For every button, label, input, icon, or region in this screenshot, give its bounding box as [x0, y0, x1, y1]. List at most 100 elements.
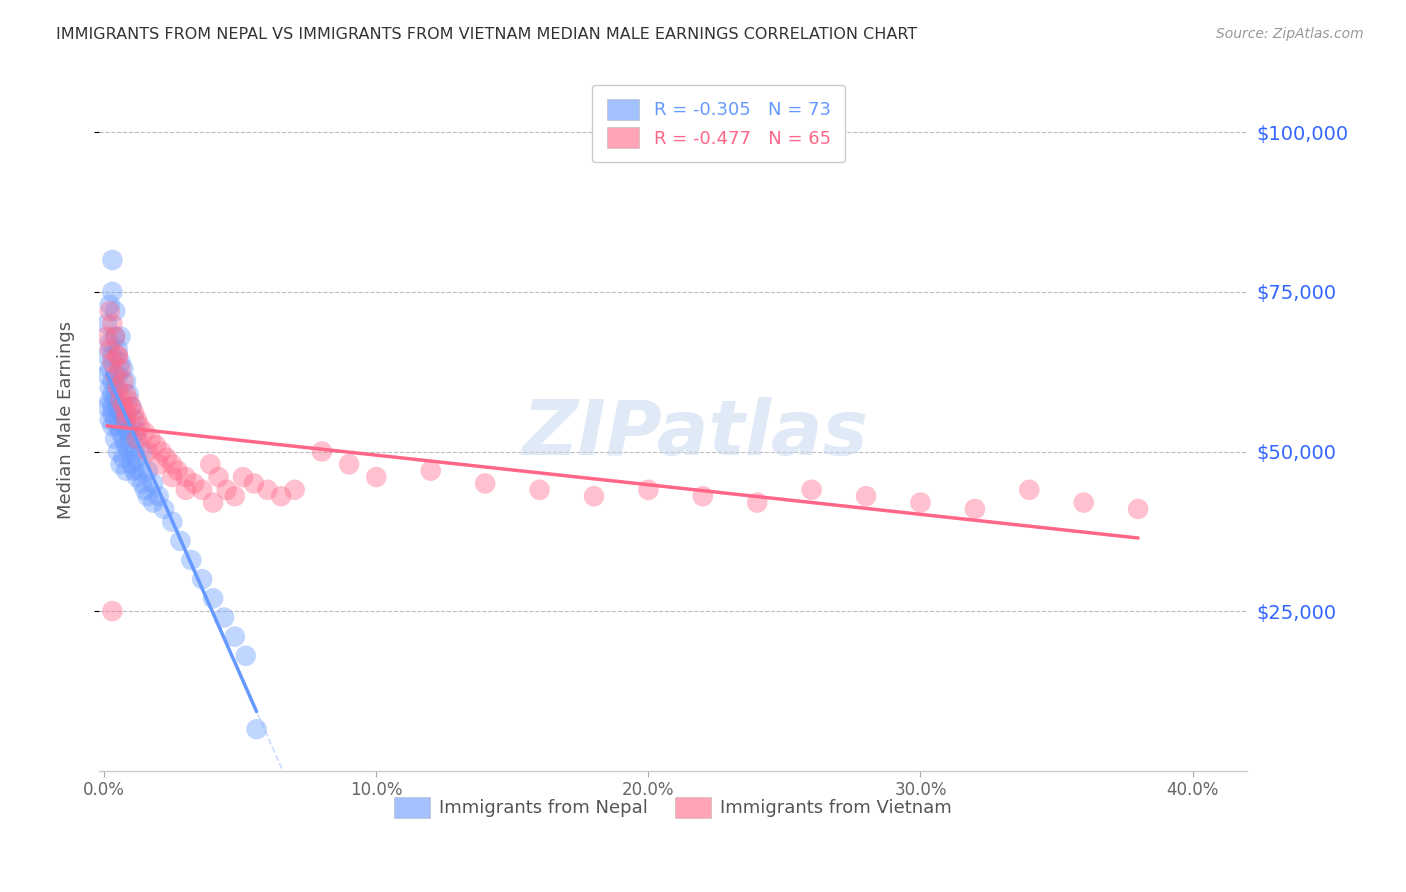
Point: [162, 515, 184, 529]
Legend: Immigrants from Nepal, Immigrants from Vietnam: Immigrants from Nepal, Immigrants from V…: [387, 789, 959, 825]
Point: [104, 412, 127, 426]
Point: [148, 489, 170, 503]
Point: [270, 489, 292, 503]
Point: [366, 470, 388, 484]
Text: IMMIGRANTS FROM NEPAL VS IMMIGRANTS FROM VIETNAM MEDIAN MALE EARNINGS CORRELATIO: IMMIGRANTS FROM NEPAL VS IMMIGRANTS FROM…: [56, 27, 918, 42]
Point: [174, 470, 197, 484]
Point: [529, 483, 551, 497]
Point: [131, 476, 153, 491]
Point: [256, 483, 278, 497]
Point: [200, 458, 222, 472]
Point: [112, 450, 135, 465]
Point: [134, 425, 156, 440]
Point: [125, 432, 148, 446]
Point: [104, 432, 127, 446]
Point: [104, 393, 127, 408]
Point: [107, 349, 129, 363]
Point: [180, 553, 202, 567]
Point: [101, 374, 124, 388]
Point: [169, 533, 191, 548]
Point: [1018, 483, 1040, 497]
Point: [96, 329, 118, 343]
Point: [150, 444, 173, 458]
Point: [104, 304, 127, 318]
Point: [148, 458, 170, 472]
Point: [311, 444, 333, 458]
Point: [112, 400, 135, 414]
Point: [96, 317, 118, 331]
Point: [118, 393, 141, 408]
Point: [125, 450, 148, 465]
Point: [120, 400, 142, 414]
Point: [202, 591, 225, 606]
Point: [98, 361, 121, 376]
Point: [131, 444, 153, 458]
Point: [128, 464, 150, 478]
Point: [101, 355, 124, 369]
Point: [122, 412, 145, 426]
Point: [110, 329, 132, 343]
Point: [215, 483, 238, 497]
Point: [202, 495, 225, 509]
Point: [855, 489, 877, 503]
Point: [142, 476, 165, 491]
Point: [235, 648, 257, 663]
Point: [747, 495, 769, 509]
Point: [1073, 495, 1095, 509]
Point: [104, 329, 127, 343]
Point: [232, 470, 254, 484]
Point: [107, 381, 129, 395]
Point: [115, 412, 138, 426]
Point: [142, 495, 165, 509]
Point: [637, 483, 659, 497]
Point: [101, 317, 124, 331]
Point: [112, 432, 135, 446]
Point: [98, 343, 121, 357]
Point: [122, 406, 145, 420]
Point: [136, 489, 159, 503]
Point: [125, 470, 148, 484]
Point: [191, 572, 214, 586]
Point: [104, 329, 127, 343]
Point: [118, 444, 141, 458]
Point: [107, 343, 129, 357]
Point: [120, 458, 142, 472]
Point: [136, 464, 159, 478]
Point: [115, 406, 138, 420]
Point: [162, 458, 184, 472]
Point: [101, 604, 124, 618]
Point: [120, 400, 142, 414]
Point: [104, 368, 127, 382]
Point: [101, 419, 124, 434]
Text: ZIPatlas: ZIPatlas: [523, 397, 869, 471]
Point: [128, 419, 150, 434]
Point: [224, 630, 246, 644]
Point: [115, 419, 138, 434]
Point: [207, 470, 229, 484]
Point: [107, 419, 129, 434]
Point: [963, 502, 986, 516]
Point: [212, 610, 235, 624]
Point: [246, 722, 269, 736]
Point: [110, 355, 132, 369]
Point: [166, 464, 188, 478]
Point: [156, 450, 179, 465]
Point: [692, 489, 714, 503]
Point: [112, 361, 135, 376]
Point: [104, 381, 127, 395]
Point: [419, 464, 441, 478]
Point: [337, 458, 360, 472]
Point: [162, 470, 184, 484]
Point: [224, 489, 246, 503]
Point: [125, 412, 148, 426]
Point: [110, 425, 132, 440]
Point: [174, 483, 197, 497]
Point: [134, 483, 156, 497]
Text: Source: ZipAtlas.com: Source: ZipAtlas.com: [1216, 27, 1364, 41]
Point: [98, 412, 121, 426]
Point: [101, 349, 124, 363]
Point: [115, 387, 138, 401]
Point: [191, 483, 214, 497]
Point: [101, 253, 124, 268]
Point: [98, 393, 121, 408]
